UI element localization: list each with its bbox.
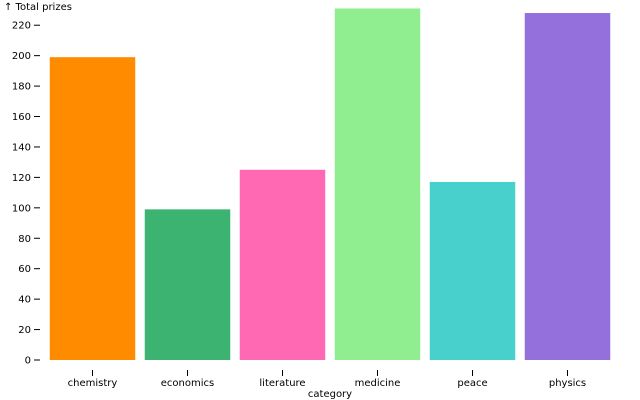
x-tick-label: physics bbox=[549, 378, 586, 389]
x-tick-label: literature bbox=[259, 378, 305, 389]
y-tick-20: 20 bbox=[18, 325, 40, 336]
bar-economics bbox=[144, 209, 231, 360]
x-tick-economics: economics bbox=[161, 370, 214, 389]
y-axis: 0 20 40 60 80 100 120 140 160 180 200 220 bbox=[12, 21, 40, 367]
bar-physics bbox=[524, 13, 611, 360]
x-tick-peace: peace bbox=[457, 370, 488, 389]
y-tick-label: 20 bbox=[18, 325, 31, 336]
y-tick-label: 120 bbox=[12, 173, 31, 184]
bar-peace bbox=[429, 181, 516, 360]
y-tick-200: 200 bbox=[12, 51, 40, 62]
x-tick-label: peace bbox=[457, 378, 487, 389]
y-tick-160: 160 bbox=[12, 112, 40, 123]
x-tick-label: chemistry bbox=[68, 378, 118, 389]
y-tick-label: 80 bbox=[18, 234, 31, 245]
x-axis: chemistry economics literature medicine peac… bbox=[68, 370, 586, 389]
x-tick-physics: physics bbox=[549, 370, 586, 389]
y-tick-label: 0 bbox=[25, 356, 31, 367]
y-tick-60: 60 bbox=[18, 264, 40, 275]
y-tick-label: 100 bbox=[12, 203, 31, 214]
y-tick-label: 220 bbox=[12, 21, 31, 32]
y-tick-label: 200 bbox=[12, 51, 31, 62]
x-axis-label: category bbox=[308, 389, 352, 400]
y-tick-100: 100 bbox=[12, 203, 40, 214]
x-tick-label: economics bbox=[161, 378, 214, 389]
y-tick-120: 120 bbox=[12, 173, 40, 184]
x-tick-literature: literature bbox=[259, 370, 306, 389]
x-tick-label: medicine bbox=[355, 378, 401, 389]
y-tick-180: 180 bbox=[12, 82, 40, 93]
bar-literature bbox=[239, 169, 326, 360]
y-tick-80: 80 bbox=[18, 234, 40, 245]
bar-chemistry bbox=[49, 57, 136, 361]
y-tick-0: 0 bbox=[25, 356, 40, 367]
y-tick-label: 60 bbox=[18, 264, 31, 275]
y-tick-label: 140 bbox=[12, 142, 31, 153]
y-axis-label: ↑ Total prizes bbox=[4, 2, 72, 13]
y-tick-140: 140 bbox=[12, 142, 40, 153]
bar-medicine bbox=[334, 8, 421, 360]
y-tick-label: 40 bbox=[18, 295, 31, 306]
y-tick-220: 220 bbox=[12, 21, 40, 32]
y-tick-40: 40 bbox=[18, 295, 40, 306]
x-tick-chemistry: chemistry bbox=[68, 370, 118, 389]
bars-group bbox=[49, 8, 611, 361]
y-tick-label: 180 bbox=[12, 82, 31, 93]
y-tick-label: 160 bbox=[12, 112, 31, 123]
x-tick-medicine: medicine bbox=[355, 370, 401, 389]
